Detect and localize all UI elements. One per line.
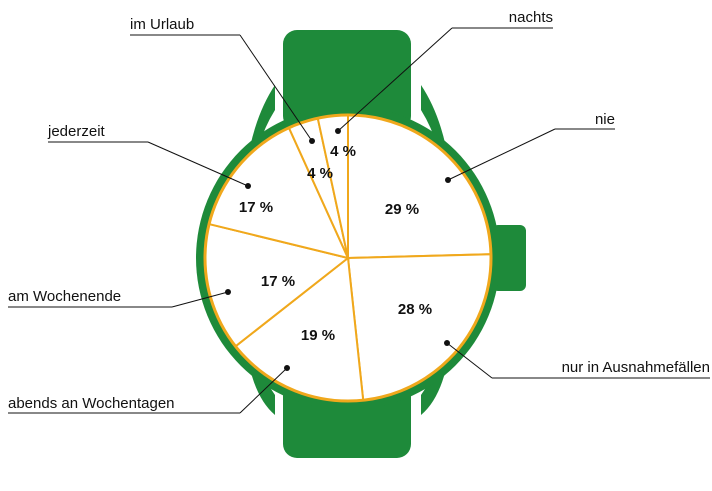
leader-line xyxy=(239,34,313,142)
leader-dot xyxy=(309,138,315,144)
slice xyxy=(347,113,492,260)
value-label: 28 % xyxy=(398,301,432,318)
slice xyxy=(346,253,492,402)
leader-dot xyxy=(335,128,341,134)
strap-top xyxy=(283,30,411,130)
value-label: 19 % xyxy=(301,327,335,344)
leader-dot xyxy=(245,183,251,189)
value-label: 17 % xyxy=(261,273,295,290)
leader-line xyxy=(147,141,249,187)
category-label: jederzeit xyxy=(47,123,106,140)
category-label: im Urlaub xyxy=(130,16,194,33)
leader-line xyxy=(171,291,229,308)
category-label: am Wochenende xyxy=(8,288,121,305)
value-label: 29 % xyxy=(385,201,419,218)
value-label: 4 % xyxy=(307,165,333,182)
value-label: 4 % xyxy=(330,143,356,160)
leader-line xyxy=(446,342,493,379)
dial-edge xyxy=(203,113,493,403)
category-label: nie xyxy=(595,111,615,128)
category-label: nur in Ausnahmefällen xyxy=(562,359,710,376)
leader-dot xyxy=(444,340,450,346)
leader-dot xyxy=(284,365,290,371)
crown xyxy=(492,225,526,291)
leader-line xyxy=(337,27,453,132)
category-label: nachts xyxy=(509,9,553,26)
leader-line xyxy=(239,367,288,414)
leader-dot xyxy=(445,177,451,183)
leader-line xyxy=(447,128,556,181)
category-label: abends an Wochentagen xyxy=(8,395,175,412)
value-label: 17 % xyxy=(239,199,273,216)
leader-dot xyxy=(225,289,231,295)
